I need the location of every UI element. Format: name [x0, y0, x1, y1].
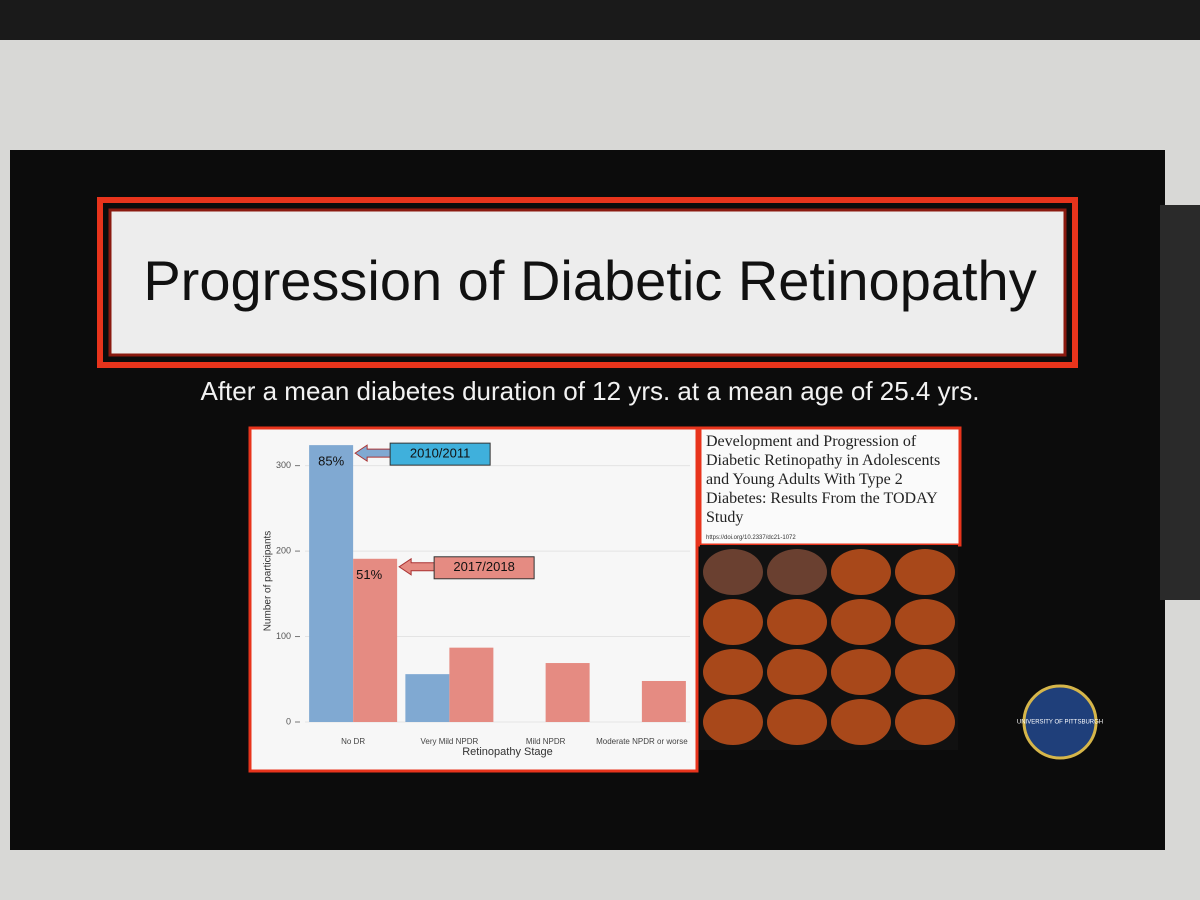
title-frame [97, 197, 1078, 368]
fundus-photo [767, 599, 827, 645]
slide-title: Progression of Diabetic Retinopathy [143, 249, 1036, 312]
y-tick-label: 0 [286, 716, 291, 726]
fundus-photo [895, 549, 955, 595]
bar [309, 445, 354, 722]
fundus-photo [703, 599, 763, 645]
fundus-images [703, 549, 955, 745]
legend-box [433, 556, 535, 580]
legend-label: 2010/2011 [410, 446, 471, 461]
chart: 0 100 200 300 Number of participants Retinopa… [263, 442, 690, 758]
side-panel [1160, 205, 1200, 600]
bar [449, 647, 494, 722]
legend-label: 2017/2018 [453, 559, 514, 574]
fundus-photo [895, 649, 955, 695]
paper-title: Development and Progression of Diabetic … [706, 433, 941, 526]
x-tick-label: Moderate NPDR or worse [596, 737, 688, 746]
bar [405, 674, 450, 722]
y-tick-label: 300 [276, 460, 291, 470]
fundus-photo [767, 649, 827, 695]
paper-panel [698, 426, 962, 547]
fundus-photo [831, 649, 891, 695]
y-tick-label: 100 [276, 631, 291, 641]
fundus-photo [895, 699, 955, 745]
x-axis-label: Retinopathy Stage [462, 746, 553, 758]
logo [1022, 684, 1098, 760]
fundus-photo [831, 599, 891, 645]
y-tick-label: 200 [276, 545, 291, 555]
fundus-photo [703, 549, 763, 595]
title-box [108, 208, 1067, 357]
slide-subtitle: After a mean diabetes duration of 12 yrs… [200, 376, 979, 406]
paper-doi: https://doi.org/10.2337/dc21-1072 [706, 535, 796, 541]
annotation: 85% [318, 454, 344, 469]
fundus-photo [767, 699, 827, 745]
fundus-photo [703, 699, 763, 745]
x-tick-label: No DR [341, 737, 365, 746]
annotation: 51% [356, 567, 382, 582]
bar [545, 663, 590, 722]
fundus-photo [895, 599, 955, 645]
bar [353, 558, 398, 722]
fundus-photo [703, 649, 763, 695]
fundus-photo [831, 699, 891, 745]
monitor-bezel [0, 0, 1200, 40]
x-tick-label: Very Mild NPDR [420, 737, 478, 746]
y-axis-label: Number of participants [263, 531, 274, 632]
x-tick-label: Mild NPDR [526, 737, 566, 746]
fundus-photo [767, 549, 827, 595]
logo-text: UNIVERSITY OF PITTSBURGH [1017, 720, 1103, 726]
legend-box [389, 442, 491, 466]
fundus-photo [831, 549, 891, 595]
bar [641, 680, 686, 722]
